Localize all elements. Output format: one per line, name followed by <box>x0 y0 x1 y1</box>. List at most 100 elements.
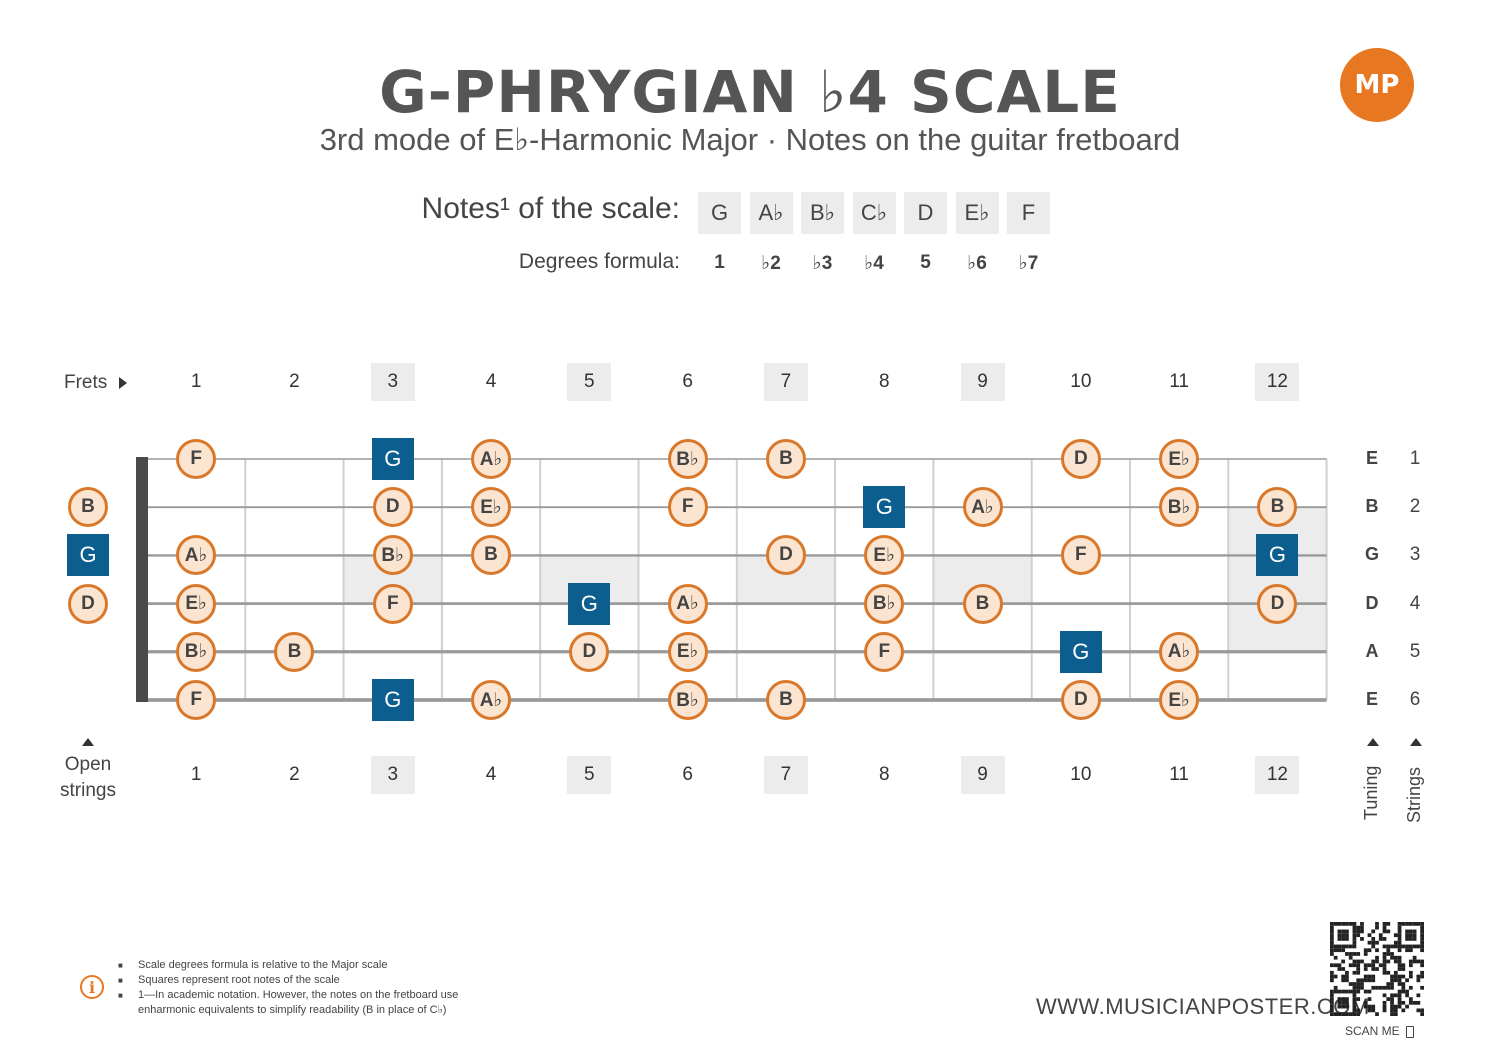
qr-module <box>1360 937 1364 941</box>
qr-module <box>1378 985 1383 990</box>
qr-module <box>1382 1008 1387 1013</box>
scale-note-circle: E♭ <box>667 631 708 672</box>
qr-module <box>1371 937 1376 941</box>
qr-module <box>1397 993 1402 998</box>
qr-module <box>1420 1008 1424 1013</box>
qr-code[interactable] <box>1330 922 1424 1016</box>
qr-module <box>1356 1012 1361 1016</box>
qr-module <box>1420 925 1424 930</box>
qr-module <box>1408 1000 1413 1005</box>
qr-module <box>1382 952 1387 956</box>
qr-module <box>1330 989 1334 994</box>
qr-module <box>1386 985 1391 990</box>
page-title: G-PHRYGIAN ♭4 SCALE <box>379 58 1121 126</box>
qr-module <box>1420 929 1424 934</box>
fret-number: 8 <box>878 371 890 392</box>
qr-module <box>1333 948 1338 953</box>
qr-module <box>1420 944 1424 949</box>
string-number: 5 <box>1409 640 1421 662</box>
qr-module <box>1352 1012 1357 1016</box>
qr-module <box>1408 959 1413 964</box>
qr-module <box>1375 967 1379 971</box>
qr-module <box>1348 963 1353 968</box>
qr-module <box>1371 929 1376 934</box>
qr-module <box>1356 970 1361 975</box>
qr-module <box>1330 922 1334 926</box>
qr-module <box>1397 978 1402 983</box>
qr-module <box>1337 944 1342 949</box>
qr-module <box>1382 993 1387 998</box>
qr-module <box>1352 993 1357 998</box>
fret-number: 1 <box>190 764 202 785</box>
qr-module <box>1363 963 1368 968</box>
qr-module <box>1348 955 1353 960</box>
qr-module <box>1371 967 1376 971</box>
qr-module <box>1337 963 1342 968</box>
scale-note-circle: A♭ <box>176 535 217 576</box>
qr-module <box>1393 944 1398 949</box>
qr-module <box>1352 1004 1357 1009</box>
nut <box>136 457 148 702</box>
qr-module <box>1390 982 1394 986</box>
fret-number: 9 <box>960 756 1005 794</box>
qr-module <box>1352 1008 1357 1013</box>
qr-module <box>1420 1012 1424 1016</box>
scale-note-circle: D <box>372 487 413 528</box>
qr-module <box>1375 925 1379 930</box>
qr-module <box>1333 963 1338 968</box>
fret-number: 11 <box>1169 764 1189 785</box>
qr-module <box>1337 1000 1342 1005</box>
qr-module <box>1371 959 1376 964</box>
qr-module <box>1390 955 1394 960</box>
qr-module <box>1378 937 1383 941</box>
qr-module <box>1352 982 1357 986</box>
scale-note-circle: B♭ <box>667 439 708 479</box>
triangle-up-icon <box>1410 738 1422 746</box>
qr-module <box>1367 989 1372 994</box>
phone-icon <box>1406 1025 1415 1038</box>
qr-module <box>1345 937 1349 941</box>
scale-note-circle: E♭ <box>1159 439 1200 479</box>
qr-module <box>1345 989 1349 994</box>
qr-module <box>1348 989 1353 994</box>
qr-module <box>1337 997 1342 1001</box>
qr-module <box>1330 952 1334 956</box>
scale-note-circle: F <box>667 487 708 528</box>
qr-module <box>1401 967 1406 971</box>
qr-module <box>1352 989 1357 994</box>
scale-note-circle: F <box>176 680 217 720</box>
fret-number: 8 <box>878 764 890 785</box>
qr-module <box>1333 955 1338 960</box>
qr-module <box>1420 940 1424 945</box>
logo[interactable]: MP <box>1340 48 1414 122</box>
qr-module <box>1408 970 1413 975</box>
qr-module <box>1330 1012 1334 1016</box>
qr-module <box>1393 955 1398 960</box>
degrees-label: Degrees formula: <box>518 250 680 273</box>
scale-note-circle: F <box>1060 535 1101 576</box>
scan-me-label: SCAN ME <box>1345 1024 1415 1038</box>
scale-note-circle: B♭ <box>1159 487 1200 528</box>
fret-number: 1 <box>190 371 202 392</box>
qr-module <box>1416 944 1421 949</box>
qr-module <box>1341 937 1346 941</box>
scale-degree: ♭6 <box>967 253 987 274</box>
scale-note-circle: B <box>274 631 315 672</box>
qr-module <box>1386 982 1391 986</box>
qr-module <box>1420 948 1424 953</box>
scale-degree: ♭4 <box>864 253 884 274</box>
qr-module <box>1412 929 1417 934</box>
scale-note-circle: D <box>68 583 108 624</box>
frets-label: Frets <box>64 372 127 394</box>
qr-module <box>1356 925 1361 930</box>
qr-module <box>1386 997 1391 1001</box>
qr-module <box>1382 970 1387 975</box>
fret-number: 9 <box>960 363 1005 401</box>
qr-module <box>1401 1000 1406 1005</box>
scale-note-circle: D <box>1257 583 1298 624</box>
string-number: 3 <box>1409 544 1421 566</box>
scale-note-circle: E♭ <box>864 535 905 576</box>
qr-module <box>1416 974 1421 979</box>
website-link[interactable]: WWW.MUSICIANPOSTER.COM <box>1036 994 1370 1019</box>
qr-module <box>1375 922 1379 926</box>
